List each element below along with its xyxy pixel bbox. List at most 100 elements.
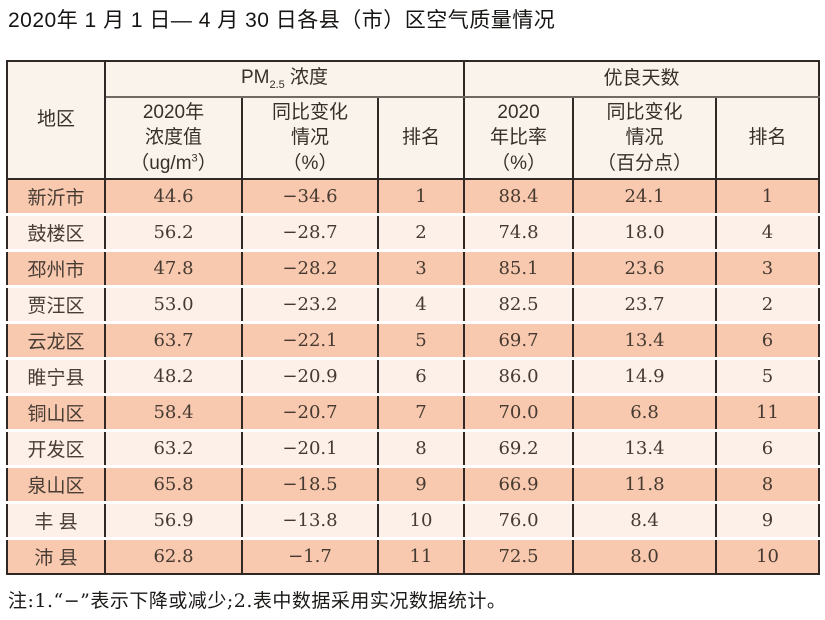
column-header-pm25-value: 2020年 浓度值 （ug/m3）: [104, 97, 243, 179]
gd-ratio-cell: 88.4: [463, 178, 575, 215]
unit-text-close: ）: [197, 152, 217, 174]
region-cell: 睢宁县: [6, 357, 106, 395]
table-header: 地区 PM2.5 浓度 优良天数 2020年 浓度值 （ug/m3） 同比变化 …: [6, 61, 821, 179]
gd-ratio-cell: 86.0: [463, 357, 575, 395]
header-line: 2020年: [142, 102, 205, 124]
pm25-label-rest: 浓度: [284, 67, 329, 89]
region-cell: 开发区: [6, 429, 106, 467]
header-line: 情况: [625, 127, 664, 149]
gd-ratio-cell: 74.8: [463, 213, 575, 251]
gd-change-cell: 18.0: [572, 213, 718, 251]
pm25-rank-cell: 11: [376, 537, 466, 574]
gd-rank-cell: 8: [715, 465, 821, 503]
header-line: （百分点）: [597, 152, 693, 174]
air-quality-table: 地区 PM2.5 浓度 优良天数 2020年 浓度值 （ug/m3） 同比变化 …: [6, 60, 821, 575]
table-row: 新沂市 44.6 −34.6 1 88.4 24.1 1: [6, 178, 821, 215]
gd-change-cell: 11.8: [572, 465, 718, 503]
gd-change-cell: 8.0: [572, 537, 718, 574]
pm25-value-cell: 63.2: [104, 429, 243, 467]
gd-change-cell: 8.4: [572, 501, 718, 539]
pm25-change-cell: −1.7: [241, 537, 379, 574]
pm25-value-cell: 65.8: [104, 465, 243, 503]
pm25-change-cell: −20.9: [241, 357, 379, 395]
pm25-rank-cell: 7: [376, 393, 466, 431]
pm25-value-cell: 47.8: [104, 249, 243, 287]
pm25-value-cell: 58.4: [104, 393, 243, 431]
gd-rank-cell: 11: [715, 393, 821, 431]
table-row: 鼓楼区 56.2 −28.7 2 74.8 18.0 4: [6, 213, 821, 251]
table-row: 云龙区 63.7 −22.1 5 69.7 13.4 6: [6, 321, 821, 359]
gd-change-cell: 14.9: [572, 357, 718, 395]
gd-ratio-cell: 70.0: [463, 393, 575, 431]
region-cell: 铜山区: [6, 393, 106, 431]
table-row: 贾汪区 53.0 −23.2 4 82.5 23.7 2: [6, 285, 821, 323]
gd-rank-cell: 9: [715, 501, 821, 539]
pm25-change-cell: −23.2: [241, 285, 379, 323]
gd-ratio-cell: 66.9: [463, 465, 575, 503]
table-body: 新沂市 44.6 −34.6 1 88.4 24.1 1 鼓楼区 56.2 −2…: [6, 178, 821, 574]
gd-rank-cell: 6: [715, 429, 821, 467]
table-row: 沛 县 62.8 −1.7 11 72.5 8.0 10: [6, 537, 821, 574]
table-row: 泉山区 65.8 −18.5 9 66.9 11.8 8: [6, 465, 821, 503]
column-header-region: 地区: [6, 61, 106, 179]
pm25-value-cell: 56.2: [104, 213, 243, 251]
column-group-good-days: 优良天数: [463, 61, 821, 98]
pm25-rank-cell: 10: [376, 501, 466, 539]
pm25-value-cell: 56.9: [104, 501, 243, 539]
region-cell: 丰 县: [6, 501, 106, 539]
pm25-change-cell: −34.6: [241, 178, 379, 215]
column-group-pm25: PM2.5 浓度: [103, 61, 466, 98]
header-line: 情况: [290, 127, 329, 149]
column-header-pm25-change: 同比变化 情况 （%）: [241, 97, 379, 179]
table-header-sub-row: 2020年 浓度值 （ug/m3） 同比变化 情况 （%） 排名 2020 年比…: [7, 97, 821, 179]
pm25-value-cell: 62.8: [104, 537, 243, 574]
unit-text: （ug/m: [130, 152, 192, 174]
gd-ratio-cell: 72.5: [463, 537, 575, 574]
pm25-value-cell: 63.7: [104, 321, 243, 359]
pm25-rank-cell: 2: [376, 213, 466, 251]
pm25-rank-cell: 5: [376, 321, 466, 359]
column-header-gd-rank: 排名: [715, 97, 821, 179]
page-title: 2020年 1 月 1 日— 4 月 30 日各县（市）区空气质量情况: [8, 9, 556, 32]
header-line: 年比率: [490, 127, 548, 149]
pm25-change-cell: −28.7: [241, 213, 379, 251]
gd-ratio-cell: 69.2: [463, 429, 575, 467]
header-line: （%）: [491, 152, 546, 174]
pm25-value-cell: 44.6: [104, 178, 243, 215]
pm25-subscript: 2.5: [269, 79, 285, 92]
region-cell: 贾汪区: [6, 285, 106, 323]
header-line: 浓度值: [144, 127, 202, 149]
pm25-rank-cell: 4: [376, 285, 466, 323]
gd-rank-cell: 5: [715, 357, 821, 395]
gd-change-cell: 23.6: [572, 249, 718, 287]
pm25-change-cell: −28.2: [241, 249, 379, 287]
region-cell: 邳州市: [6, 249, 106, 287]
header-line: （%）: [282, 152, 338, 174]
header-line: 同比变化: [606, 102, 683, 124]
gd-rank-cell: 2: [715, 285, 821, 323]
region-cell: 鼓楼区: [6, 213, 106, 251]
region-cell: 沛 县: [6, 537, 106, 574]
gd-rank-cell: 6: [715, 321, 821, 359]
pm25-label: PM: [240, 67, 270, 89]
gd-ratio-cell: 76.0: [463, 501, 575, 539]
region-cell: 新沂市: [6, 178, 106, 215]
gd-change-cell: 24.1: [572, 178, 718, 215]
table-row: 睢宁县 48.2 −20.9 6 86.0 14.9 5: [6, 357, 821, 395]
table-row: 开发区 63.2 −20.1 8 69.2 13.4 6: [6, 429, 821, 467]
pm25-rank-cell: 6: [376, 357, 466, 395]
pm25-change-cell: −20.1: [241, 429, 379, 467]
gd-change-cell: 13.4: [572, 429, 718, 467]
footnote: 注:1.“−”表示下降或减少;2.表中数据采用实况数据统计。: [8, 590, 507, 612]
gd-rank-cell: 4: [715, 213, 821, 251]
gd-change-cell: 23.7: [572, 285, 718, 323]
column-header-gd-ratio: 2020 年比率 （%）: [463, 97, 575, 179]
pm25-rank-cell: 3: [376, 249, 466, 287]
region-cell: 云龙区: [6, 321, 106, 359]
column-header-gd-change: 同比变化 情况 （百分点）: [572, 97, 718, 179]
pm25-change-cell: −22.1: [241, 321, 379, 359]
header-line: 同比变化: [271, 102, 348, 124]
table-header-group-row: 地区 PM2.5 浓度 优良天数: [6, 61, 821, 179]
gd-rank-cell: 10: [715, 537, 821, 574]
